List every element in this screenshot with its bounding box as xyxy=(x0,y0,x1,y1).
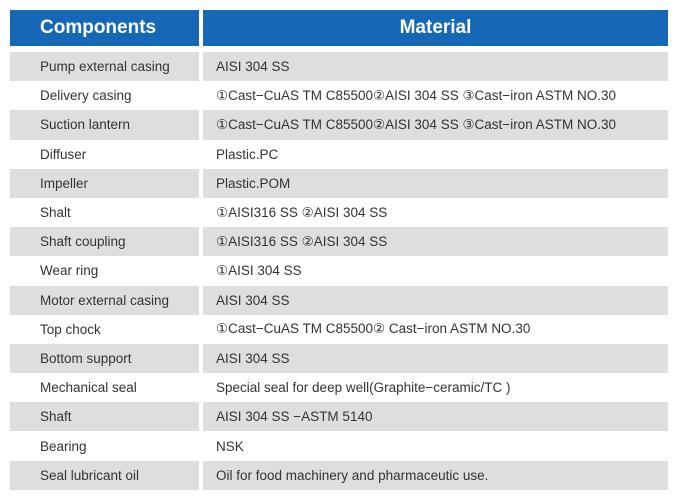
component-cell: Motor external casing xyxy=(10,285,199,315)
table-row: Delivery casing ①Cast−CuAS TM C85500②AISI… xyxy=(10,81,668,110)
material-cell: Plastic.POM xyxy=(203,168,668,198)
material-cell: Oil for food machinery and pharmaceutic … xyxy=(203,460,668,490)
table-row: Wear ring ①AISI 304 SS xyxy=(10,256,668,285)
material-cell: ①Cast−CuAS TM C85500② Cast−iron ASTM NO.… xyxy=(216,321,531,337)
material-cell: Special seal for deep well(Graphite−cera… xyxy=(216,380,511,396)
component-cell: Wear ring xyxy=(40,263,99,279)
component-cell: Impeller xyxy=(10,168,199,198)
table-row: Shaft coupling ①AISI316 SS ②AISI 304 SS xyxy=(10,227,668,257)
table-row: Bearing NSK xyxy=(10,431,668,460)
table-row: Motor external casing AISI 304 SS xyxy=(10,285,668,315)
material-cell: ①AISI316 SS ②AISI 304 SS xyxy=(203,227,668,257)
component-cell: Diffuser xyxy=(40,146,87,162)
component-cell: Mechanical seal xyxy=(40,380,137,396)
component-cell: Top chock xyxy=(40,321,101,337)
material-cell: NSK xyxy=(216,438,244,454)
component-cell: Delivery casing xyxy=(40,88,132,104)
table-row: Impeller Plastic.POM xyxy=(10,168,668,198)
header-components: Components xyxy=(10,10,199,46)
component-cell: Bearing xyxy=(40,438,87,454)
table-row: Seal lubricant oil Oil for food machinery… xyxy=(10,460,668,490)
table-row: Shalt ①AISI316 SS ②AISI 304 SS xyxy=(10,198,668,227)
component-cell: Shaft xyxy=(10,402,199,432)
table-row: Pump external casing AISI 304 SS xyxy=(10,52,668,82)
component-cell: Shaft coupling xyxy=(10,227,199,257)
material-cell: AISI 304 SS xyxy=(203,52,668,82)
component-cell: Pump external casing xyxy=(10,52,199,82)
table-row: Shaft AISI 304 SS −ASTM 5140 xyxy=(10,402,668,432)
table-header: Components Material xyxy=(10,10,668,46)
table-row: Diffuser Plastic.PC xyxy=(10,140,668,169)
component-cell: Bottom support xyxy=(10,343,199,374)
table-row: Bottom support AISI 304 SS xyxy=(10,343,668,374)
material-cell: AISI 304 SS xyxy=(203,285,668,315)
materials-table: Components Material Pump external casing… xyxy=(10,10,668,490)
material-cell: AISI 304 SS xyxy=(203,343,668,374)
table-row: Suction lantern ①Cast−CuAS TM C85500②AISI… xyxy=(10,110,668,140)
material-cell: ①AISI316 SS ②AISI 304 SS xyxy=(216,204,388,220)
header-material: Material xyxy=(203,10,668,46)
component-cell: Seal lubricant oil xyxy=(10,460,199,490)
material-cell: ①AISI 304 SS xyxy=(216,262,302,278)
table-body: Pump external casing AISI 304 SS Delivery … xyxy=(10,52,668,490)
table-row: Mechanical seal Special seal for deep wel… xyxy=(10,373,668,402)
component-cell: Shalt xyxy=(40,205,71,221)
material-cell: Plastic.PC xyxy=(216,146,279,162)
table-row: Top chock ①Cast−CuAS TM C85500② Cast−iron… xyxy=(10,315,668,344)
material-cell: ①Cast−CuAS TM C85500②AISI 304 SS ③Cast−i… xyxy=(216,87,616,103)
material-cell: AISI 304 SS −ASTM 5140 xyxy=(203,402,668,432)
material-cell: ①Cast−CuAS TM C85500②AISI 304 SS ③Cast−i… xyxy=(203,110,668,140)
component-cell: Suction lantern xyxy=(10,110,199,140)
